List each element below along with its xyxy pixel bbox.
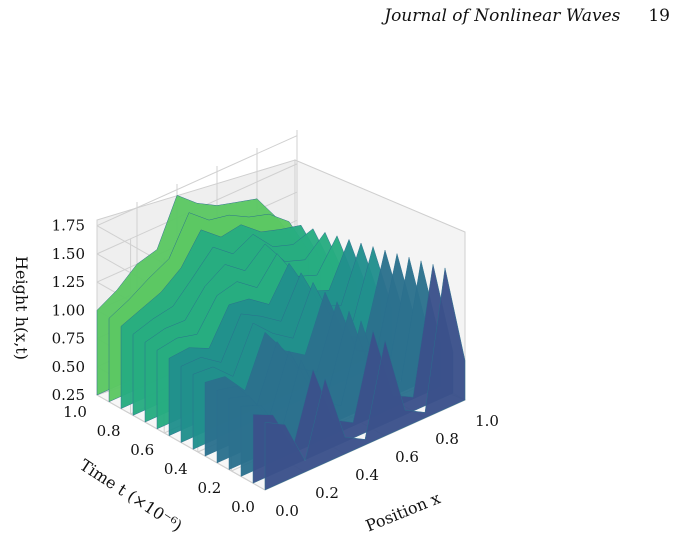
x-axis-title: Position x xyxy=(363,488,443,535)
y-tick-label: 0.6 xyxy=(130,441,154,459)
surface-mesh xyxy=(96,194,466,491)
z-tick-label: 1.25 xyxy=(52,273,85,291)
x-tick-label: 0.8 xyxy=(435,430,459,448)
x-tick-label: 0.2 xyxy=(315,484,339,502)
grid-line xyxy=(96,135,298,227)
tick-labels: 0.00.20.40.60.81.00.00.20.40.60.81.00.25… xyxy=(52,217,499,520)
x-tick-label: 0.0 xyxy=(275,502,299,520)
surface-strip xyxy=(264,267,466,491)
z-tick-label: 1.50 xyxy=(52,245,85,263)
z-tick-label: 1.75 xyxy=(52,217,85,235)
x-tick-label: 1.0 xyxy=(475,412,499,430)
z-tick-label: 0.75 xyxy=(52,330,85,348)
page-number: 19 xyxy=(648,6,670,26)
y-tick-label: 0.4 xyxy=(164,460,188,478)
y-tick-label: 0.0 xyxy=(231,498,255,516)
y-tick-label: 0.2 xyxy=(197,479,221,497)
y-tick-label: 1.0 xyxy=(63,403,87,421)
x-tick-label: 0.6 xyxy=(395,448,419,466)
z-axis-title: Height h(x,t) xyxy=(12,256,31,360)
y-tick-label: 0.8 xyxy=(97,422,121,440)
z-tick-label: 1.00 xyxy=(52,301,85,319)
z-tick-label: 0.25 xyxy=(52,386,85,404)
running-head: Journal of Nonlinear Waves 19 xyxy=(384,6,670,26)
journal-title: Journal of Nonlinear Waves xyxy=(384,6,621,26)
x-tick-label: 0.4 xyxy=(355,466,379,484)
z-tick-label: 0.50 xyxy=(52,358,85,376)
